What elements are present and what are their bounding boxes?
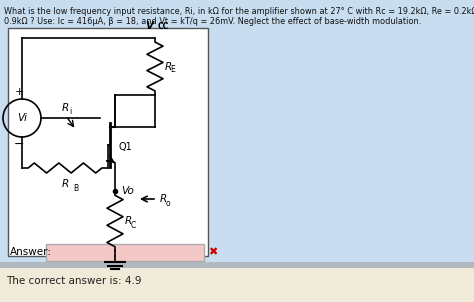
Bar (0, 262, 474, 268)
Text: R: R (61, 179, 69, 189)
Text: i: i (69, 108, 71, 117)
Text: −: − (14, 137, 24, 150)
Text: o: o (166, 198, 171, 207)
Text: R: R (165, 62, 172, 72)
Text: R: R (125, 216, 132, 226)
Text: Answer:: Answer: (10, 247, 52, 257)
Text: 0.9kΩ ? Use: Ic = 416μA, β = 18, and Vt = kT/q = 26mV. Neglect the effect of bas: 0.9kΩ ? Use: Ic = 416μA, β = 18, and Vt … (4, 17, 421, 26)
Text: B: B (73, 184, 78, 193)
Text: What is the low frequency input resistance, Ri, in kΩ for the amplifier shown at: What is the low frequency input resistan… (4, 7, 474, 16)
Bar (46, 244, 204, 261)
Text: CC: CC (158, 22, 169, 31)
Bar (0, 268, 474, 302)
Text: R: R (160, 194, 167, 204)
Bar (8, 28, 208, 256)
Text: V: V (145, 21, 153, 31)
Text: Vo: Vo (121, 186, 134, 196)
Text: R: R (62, 103, 69, 113)
Text: ✖: ✖ (208, 247, 218, 257)
Text: Q1: Q1 (119, 142, 133, 152)
Text: C: C (131, 220, 136, 230)
Text: E: E (170, 65, 175, 74)
Text: Vi: Vi (17, 113, 27, 123)
Text: The correct answer is: 4.9: The correct answer is: 4.9 (6, 276, 142, 286)
Text: +: + (14, 87, 24, 97)
